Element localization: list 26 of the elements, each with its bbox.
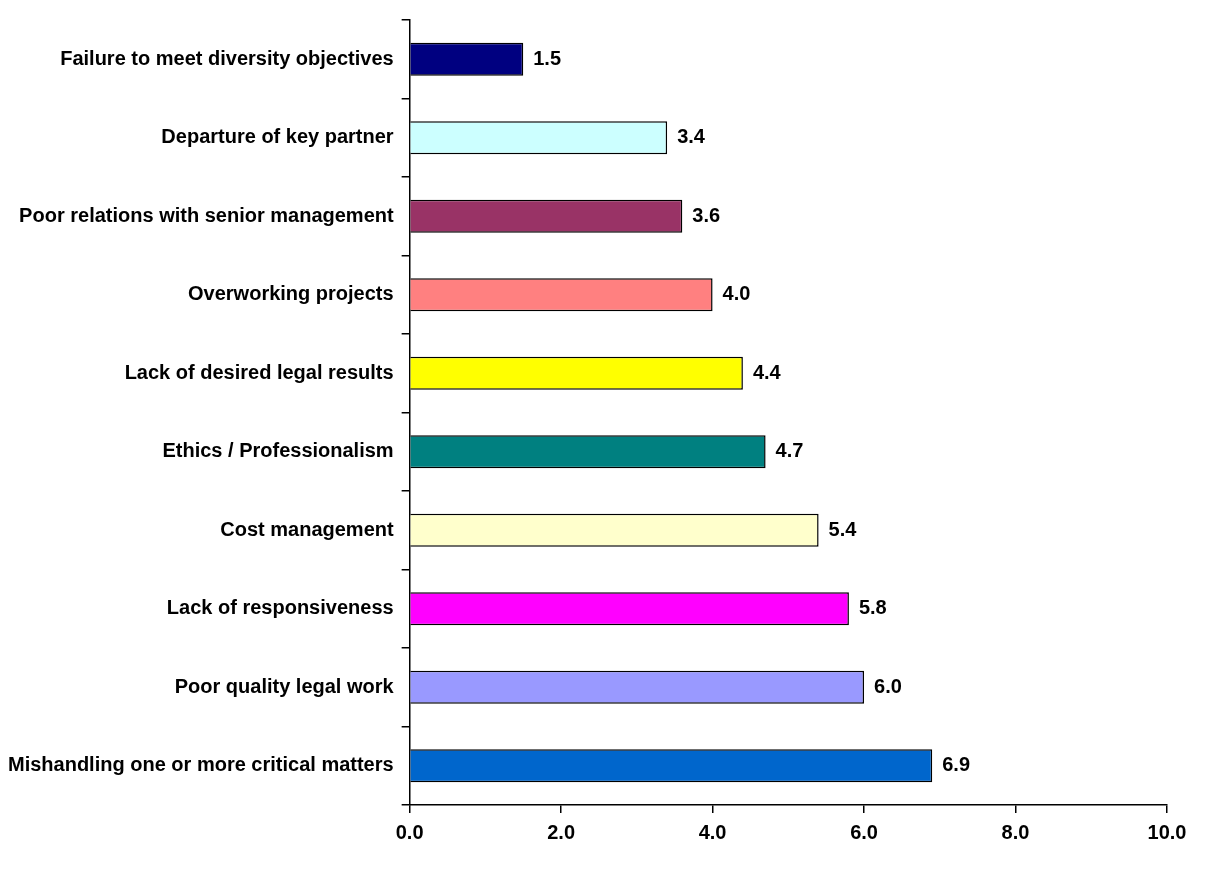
data-label: 3.4: [677, 125, 706, 148]
data-label: 4.7: [775, 439, 804, 462]
y-tick-label: Mishandling one or more critical matters: [7, 753, 394, 776]
x-tick-label: 4.0: [698, 820, 727, 843]
x-tick-label: 10.0: [1147, 820, 1187, 843]
y-tick-label: Departure of key partner: [161, 125, 394, 148]
y-tick-label: Cost management: [220, 517, 394, 540]
y-tick-label: Ethics / Professionalism: [162, 439, 394, 462]
data-label: 6.9: [942, 753, 971, 776]
data-label: 6.0: [874, 674, 902, 697]
data-label: 4.4: [752, 360, 782, 383]
data-label: 1.5: [533, 46, 562, 69]
y-tick-label: Overworking projects: [188, 282, 394, 305]
y-tick-label: Lack of responsiveness: [166, 596, 394, 619]
y-tick-label: Lack of desired legal results: [124, 360, 394, 383]
y-tick-label: Failure to meet diversity objectives: [60, 46, 394, 69]
x-tick-label: 8.0: [1001, 820, 1030, 843]
x-tick-label: 2.0: [547, 820, 576, 843]
data-label: 4.0: [722, 282, 751, 305]
y-tick-label: Poor relations with senior management: [19, 203, 394, 226]
data-label: 5.8: [858, 596, 887, 619]
x-tick-label: 0.0: [395, 820, 424, 843]
y-tick-label: Poor quality legal work: [174, 674, 395, 697]
x-tick-label: 6.0: [850, 820, 878, 843]
data-label: 5.4: [828, 517, 858, 540]
data-label: 3.6: [692, 203, 721, 226]
